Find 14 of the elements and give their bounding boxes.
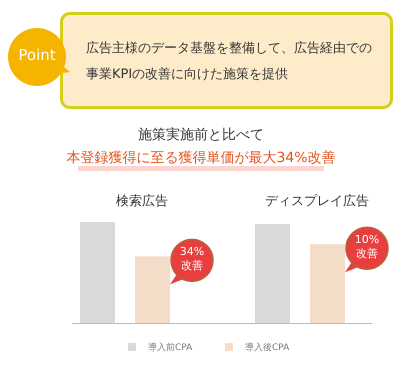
annotation: 34% 改善: [178, 245, 206, 274]
legend-label: 導入後CPA: [245, 342, 290, 354]
annotation: 10% 改善: [354, 233, 380, 262]
text: Point: [17, 46, 57, 64]
text: 広告主様のデータ基盤を整備して、広告経由での事業KPIの改善に向けた施策を提供: [86, 40, 373, 84]
bar: [310, 244, 345, 323]
chart-subtitle: 本登録獲得に至る獲得単価が最大34%改善: [65, 149, 337, 167]
legend-label: 導入前CPA: [148, 342, 192, 354]
chart-title: 施策実施前と比べて: [137, 126, 265, 144]
bar: [80, 222, 115, 323]
bar: [135, 256, 170, 323]
bar: [255, 224, 290, 323]
x-tick-label: ディスプレイ広告: [264, 193, 370, 210]
x-tick-label: 検索広告: [115, 193, 169, 210]
